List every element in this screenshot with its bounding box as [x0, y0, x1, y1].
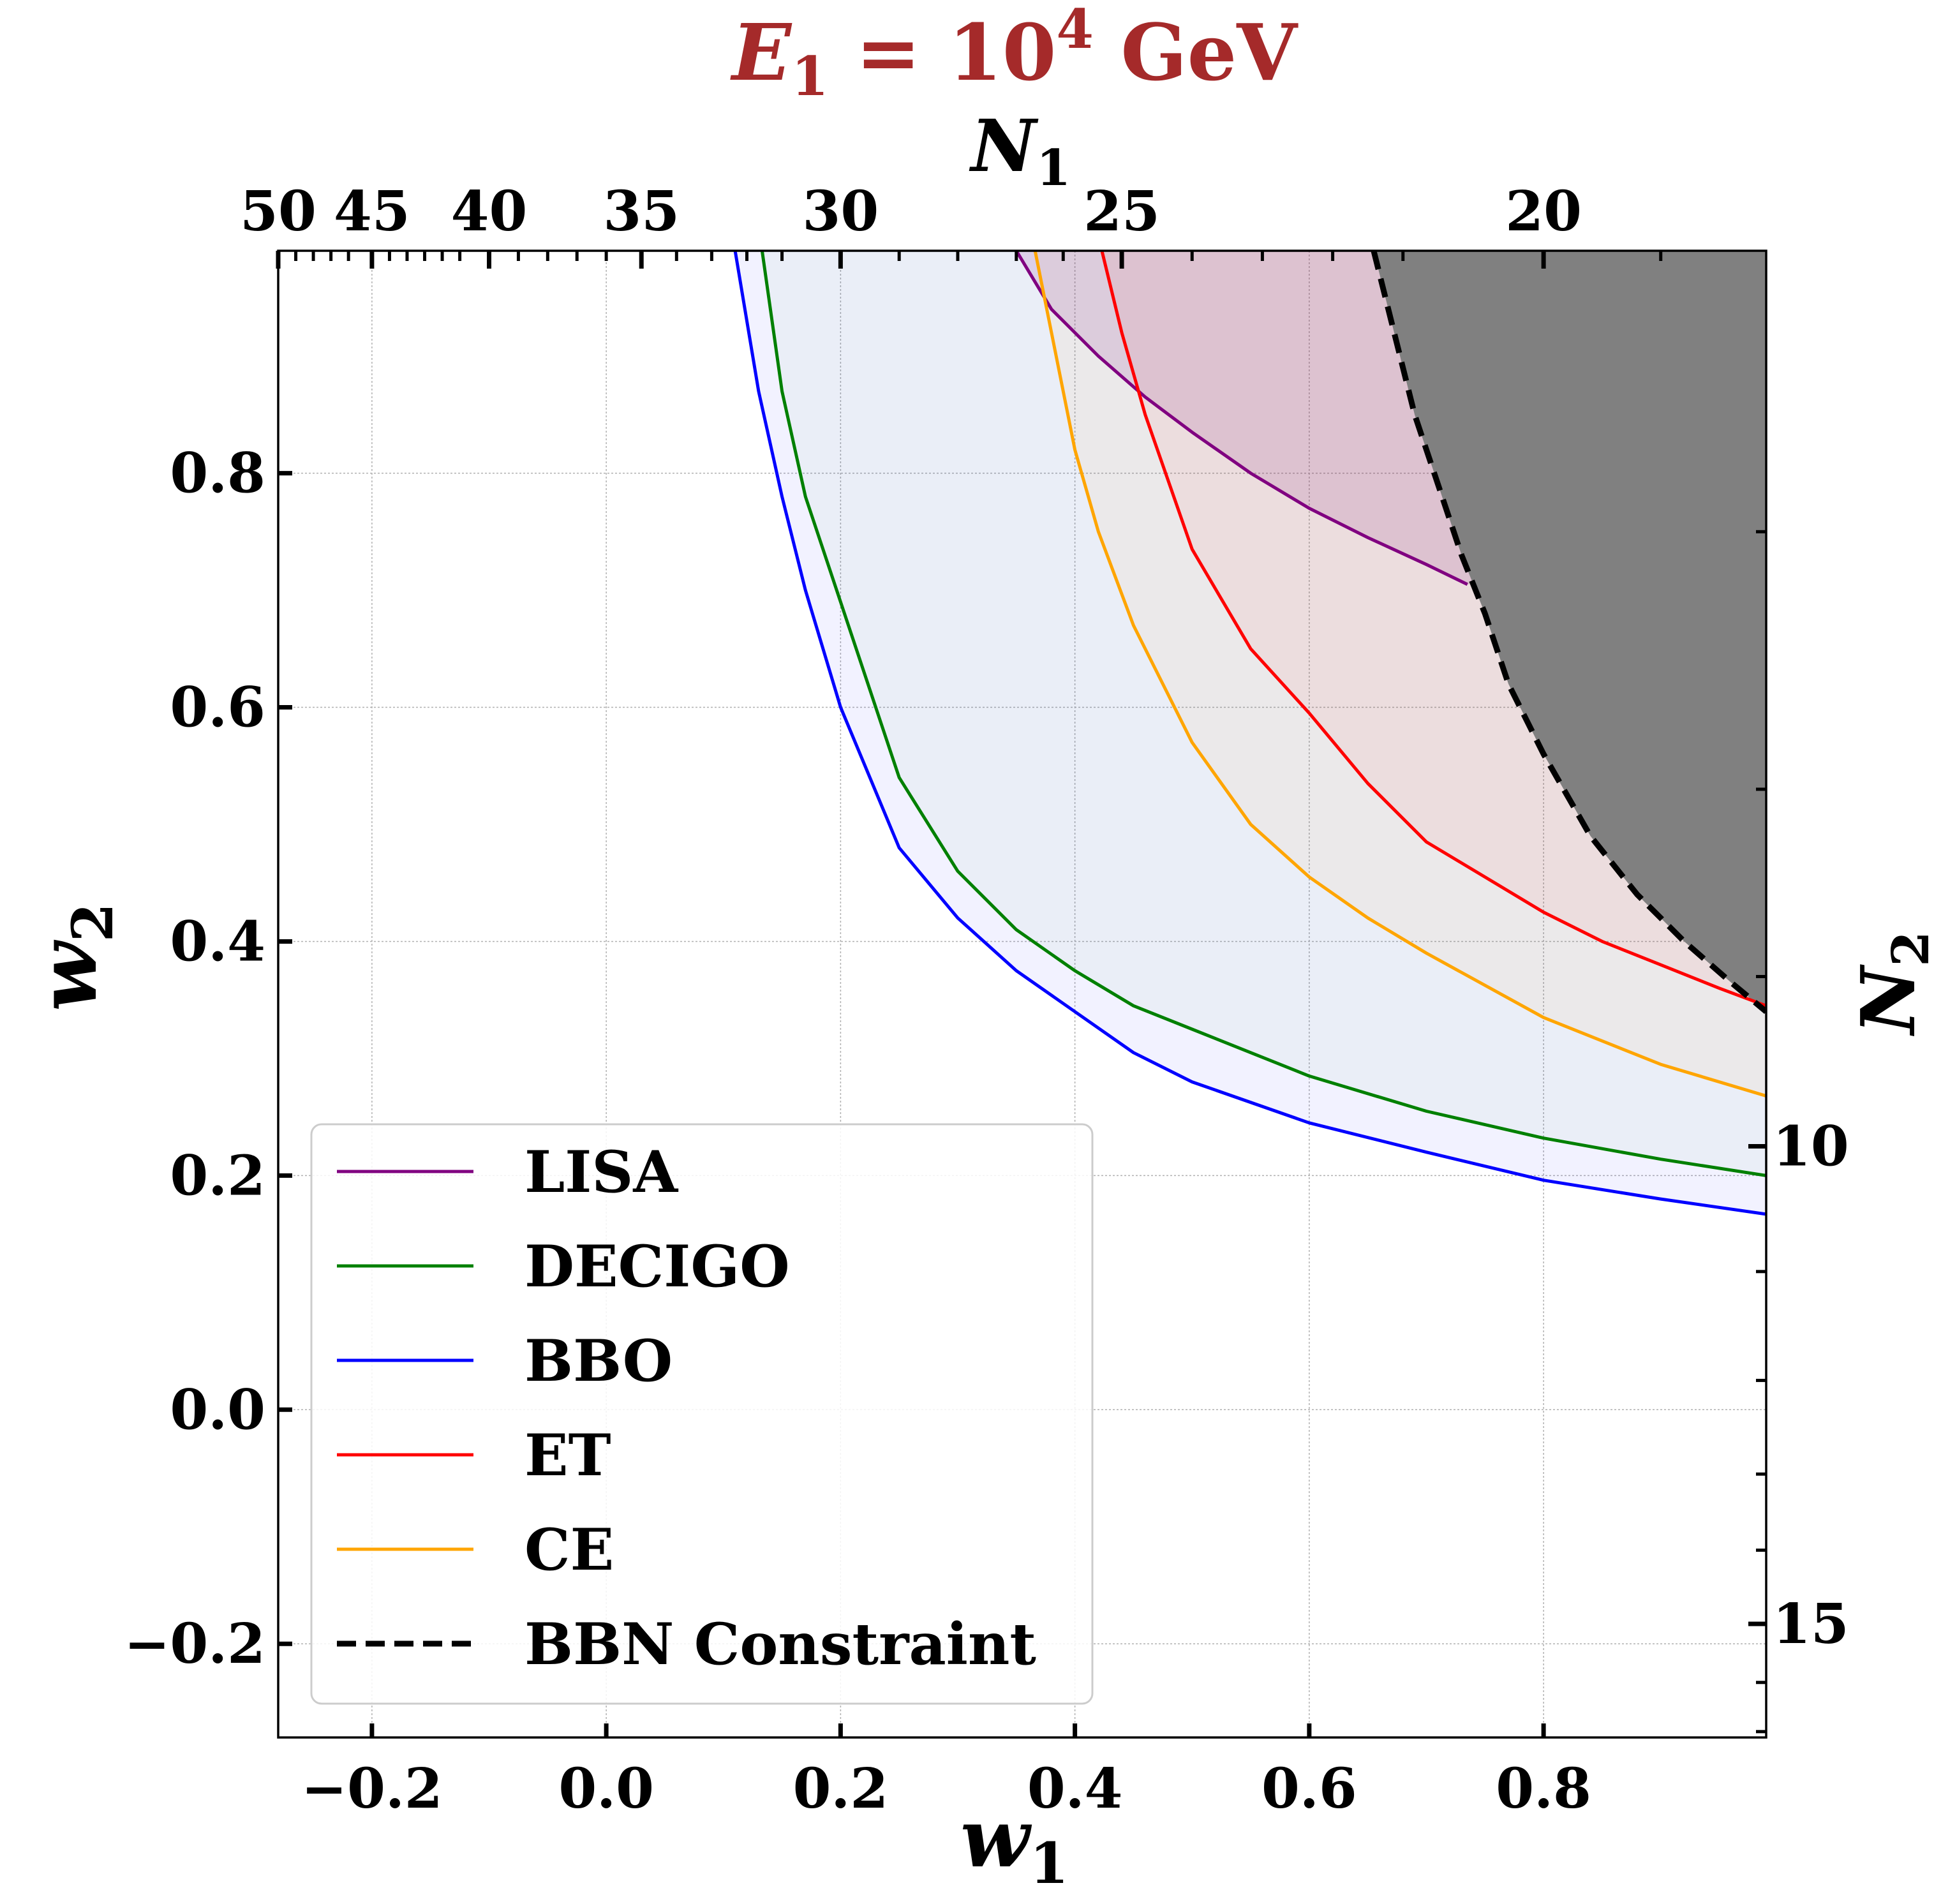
legend-label-lisa: LISA: [524, 1138, 678, 1206]
title-prefix: E: [730, 6, 792, 98]
y-tick-label: −0.2: [124, 1612, 265, 1676]
y-tick-label: 0.2: [170, 1143, 265, 1208]
top-tick-label: 35: [603, 179, 680, 244]
legend: LISA DECIGO BBO ET CE BBN Constraint: [310, 1123, 1094, 1705]
x-tick-label: 0.2: [793, 1757, 889, 1821]
x-tick-label: 0.4: [1027, 1757, 1123, 1821]
top-tick-label: 20: [1505, 179, 1582, 244]
ce-line: [1033, 251, 1766, 1097]
y-tick-label: 0.8: [170, 442, 265, 506]
region-fills: [735, 251, 1766, 1214]
title-middle: = 10: [829, 6, 1057, 98]
top-label-sub: 1: [1036, 139, 1071, 197]
x-tick-label: 0.8: [1496, 1757, 1591, 1821]
right-label-sub: 2: [1880, 931, 1934, 967]
legend-label-bbo: BBO: [524, 1327, 673, 1395]
y-tick-label: 0.6: [170, 676, 265, 740]
x-axis-label: w1: [960, 1791, 1069, 1896]
top-tick-label: 45: [334, 179, 410, 244]
title-subscript: 1: [791, 45, 828, 108]
x-tick-label: −0.2: [301, 1757, 443, 1821]
legend-label-bbn-constraint: BBN Constraint: [524, 1610, 1036, 1678]
x-label-sub: 1: [1030, 1830, 1069, 1896]
y-axis-label: w2: [20, 903, 126, 1011]
right-tick-label: 10: [1773, 1115, 1849, 1179]
top-tick-label: 50: [240, 179, 316, 244]
y-label-sub: 2: [59, 903, 126, 942]
chart-title: E1 = 104 GeV: [730, 0, 1298, 108]
top-tick-label: 30: [803, 179, 879, 244]
legend-label-et: ET: [524, 1422, 611, 1489]
title-superscript: 4: [1057, 0, 1094, 61]
x-tick-label: 0.0: [558, 1757, 654, 1821]
legend-frame: [310, 1123, 1094, 1705]
y-tick-label: 0.0: [170, 1378, 265, 1442]
bbo-line: [733, 251, 1766, 1216]
y-tick-label: 0.4: [170, 909, 265, 974]
bbn-excluded-region: [1373, 251, 1766, 1012]
lisa-line: [1015, 251, 1468, 586]
series-lines: [733, 251, 1766, 1216]
legend-label-decigo: DECIGO: [524, 1233, 790, 1300]
et-line: [1100, 251, 1766, 1008]
top-tick-label: 40: [451, 179, 528, 244]
right-label-main: N: [1845, 964, 1932, 1037]
top-tick-label: 25: [1083, 179, 1160, 244]
decigo-line: [760, 251, 1766, 1177]
y-label-main: w: [20, 939, 115, 1011]
x-tick-label: 0.6: [1261, 1757, 1357, 1821]
plot-frame: [277, 249, 1767, 1739]
legend-label-ce: CE: [524, 1516, 614, 1584]
right-tick-label: 15: [1773, 1592, 1849, 1656]
top-label-main: N: [969, 105, 1039, 188]
title-suffix: GeV: [1094, 6, 1298, 98]
axis-ticks: −0.2 0.0 0.2 0.4 0.6 0.8 −0.2 0.0 0.2 0.4 0.6 0.8 50…: [124, 179, 1848, 1821]
top-axis-label: N1: [969, 105, 1071, 197]
x-label-main: w: [960, 1791, 1032, 1885]
right-axis-label: N2: [1845, 931, 1934, 1037]
